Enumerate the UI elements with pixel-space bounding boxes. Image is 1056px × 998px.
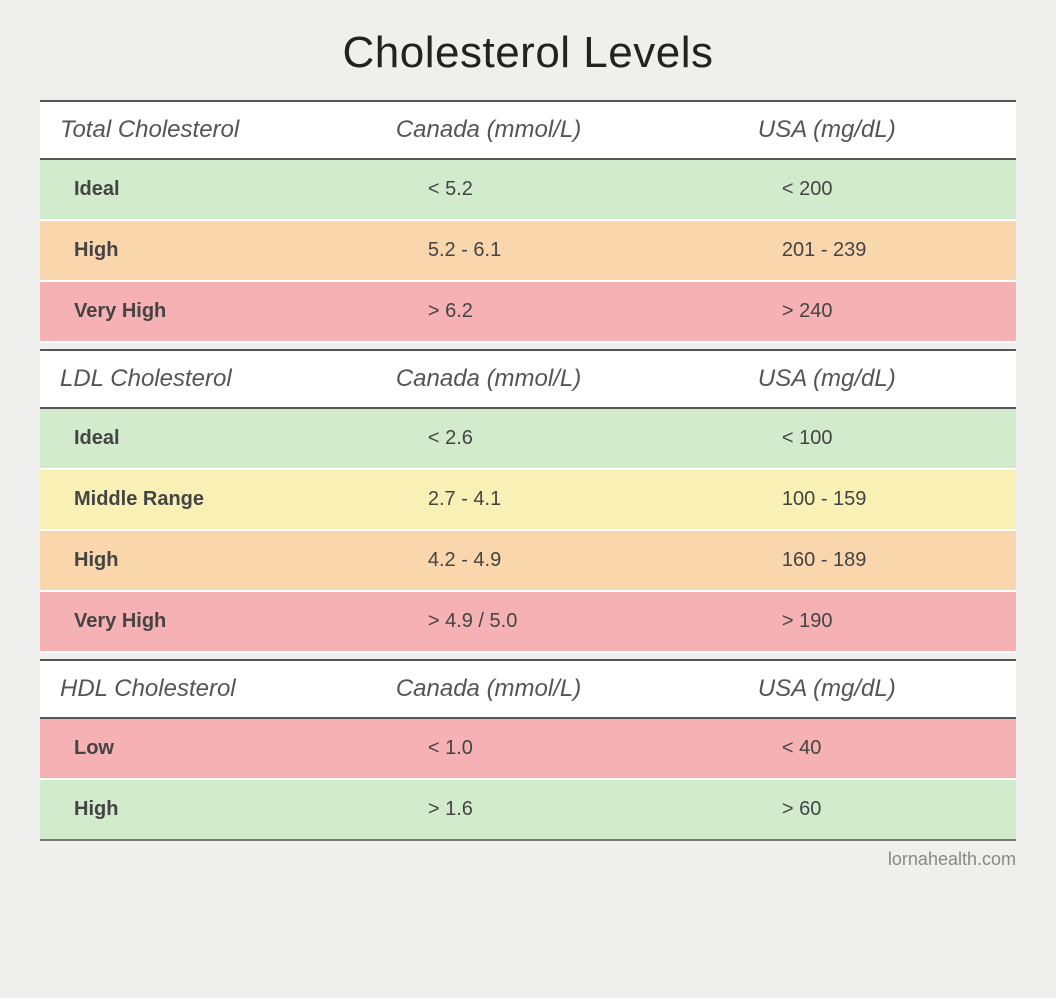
canada-value: 5.2 - 6.1 <box>372 221 694 280</box>
section-hdl: HDL CholesterolCanada (mmol/L)USA (mg/dL… <box>40 659 1016 841</box>
data-row: Very High> 6.2> 240 <box>40 282 1016 343</box>
usa-value: 201 - 239 <box>694 221 1016 280</box>
data-row: Very High> 4.9 / 5.0> 190 <box>40 592 1016 653</box>
data-row: Low< 1.0< 40 <box>40 719 1016 780</box>
canada-value: > 6.2 <box>372 282 694 341</box>
column-header: USA (mg/dL) <box>694 351 1016 407</box>
usa-value: > 190 <box>694 592 1016 651</box>
level-label: High <box>40 531 372 590</box>
footer-source: lornahealth.com <box>40 849 1016 870</box>
section-header-row: LDL CholesterolCanada (mmol/L)USA (mg/dL… <box>40 349 1016 409</box>
usa-value: < 40 <box>694 719 1016 778</box>
cholesterol-table: Total CholesterolCanada (mmol/L)USA (mg/… <box>40 100 1016 841</box>
section-header-row: HDL CholesterolCanada (mmol/L)USA (mg/dL… <box>40 659 1016 719</box>
section-total: Total CholesterolCanada (mmol/L)USA (mg/… <box>40 100 1016 343</box>
canada-value: < 5.2 <box>372 160 694 219</box>
data-row: Ideal< 2.6< 100 <box>40 409 1016 470</box>
canada-value: < 1.0 <box>372 719 694 778</box>
column-header: Total Cholesterol <box>40 102 372 158</box>
level-label: Ideal <box>40 409 372 468</box>
level-label: Ideal <box>40 160 372 219</box>
usa-value: < 100 <box>694 409 1016 468</box>
usa-value: 160 - 189 <box>694 531 1016 590</box>
usa-value: > 60 <box>694 780 1016 839</box>
level-label: Very High <box>40 592 372 651</box>
canada-value: > 1.6 <box>372 780 694 839</box>
canada-value: 2.7 - 4.1 <box>372 470 694 529</box>
canada-value: < 2.6 <box>372 409 694 468</box>
data-row: High4.2 - 4.9160 - 189 <box>40 531 1016 592</box>
data-row: High5.2 - 6.1201 - 239 <box>40 221 1016 282</box>
column-header: Canada (mmol/L) <box>372 102 694 158</box>
column-header: HDL Cholesterol <box>40 661 372 717</box>
data-row: Ideal< 5.2< 200 <box>40 160 1016 221</box>
level-label: High <box>40 221 372 280</box>
column-header: LDL Cholesterol <box>40 351 372 407</box>
level-label: Low <box>40 719 372 778</box>
usa-value: > 240 <box>694 282 1016 341</box>
column-header: USA (mg/dL) <box>694 661 1016 717</box>
usa-value: 100 - 159 <box>694 470 1016 529</box>
page-title: Cholesterol Levels <box>40 28 1016 78</box>
data-row: Middle Range2.7 - 4.1100 - 159 <box>40 470 1016 531</box>
column-header: Canada (mmol/L) <box>372 661 694 717</box>
level-label: Middle Range <box>40 470 372 529</box>
column-header: USA (mg/dL) <box>694 102 1016 158</box>
data-row: High> 1.6> 60 <box>40 780 1016 841</box>
canada-value: > 4.9 / 5.0 <box>372 592 694 651</box>
section-header-row: Total CholesterolCanada (mmol/L)USA (mg/… <box>40 100 1016 160</box>
column-header: Canada (mmol/L) <box>372 351 694 407</box>
level-label: Very High <box>40 282 372 341</box>
usa-value: < 200 <box>694 160 1016 219</box>
section-ldl: LDL CholesterolCanada (mmol/L)USA (mg/dL… <box>40 349 1016 653</box>
level-label: High <box>40 780 372 839</box>
canada-value: 4.2 - 4.9 <box>372 531 694 590</box>
